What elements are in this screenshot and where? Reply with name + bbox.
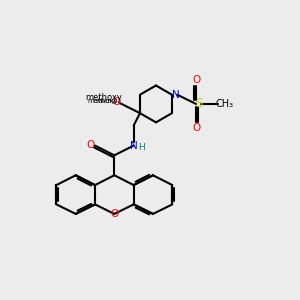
Text: H: H <box>139 142 145 152</box>
Text: O: O <box>192 75 200 85</box>
Text: O: O <box>192 123 200 133</box>
Text: methoxy: methoxy <box>85 93 122 102</box>
Text: CH₃: CH₃ <box>216 99 234 109</box>
Text: methoxy: methoxy <box>88 98 118 104</box>
Text: methyl: methyl <box>96 99 118 104</box>
Text: N: N <box>172 90 180 100</box>
Text: N: N <box>130 140 138 151</box>
Text: S: S <box>195 98 202 110</box>
Text: O: O <box>86 140 95 150</box>
Text: O: O <box>110 209 118 219</box>
Text: O: O <box>113 97 121 107</box>
